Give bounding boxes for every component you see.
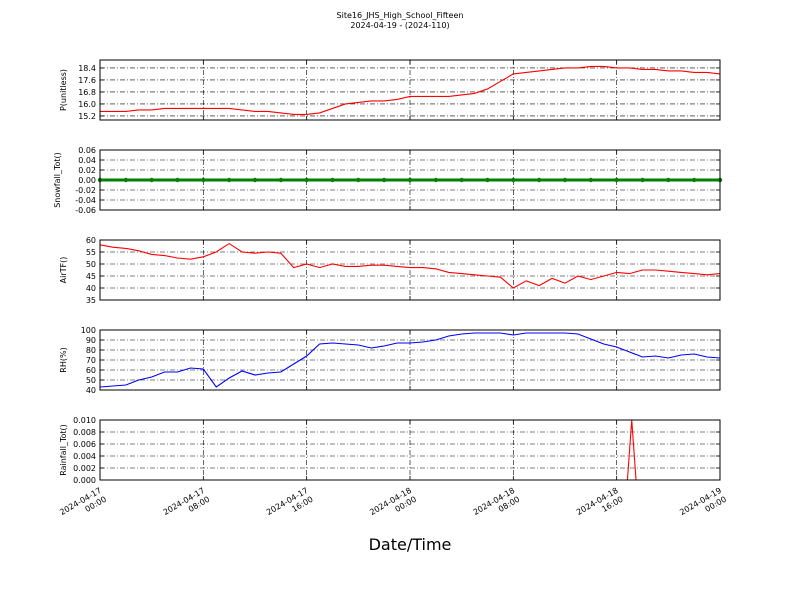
x-tick-label: 2024-04-1900:00 xyxy=(678,486,728,526)
y-tick-label: 0.000 xyxy=(73,476,96,485)
data-point xyxy=(511,177,516,183)
y-axis-label: AirTF() xyxy=(59,257,68,284)
y-tick-label: 0.00 xyxy=(78,176,96,185)
data-point xyxy=(304,177,309,183)
data-point xyxy=(123,177,129,183)
y-tick-label: 0.010 xyxy=(73,416,96,425)
y-tick-label: 90 xyxy=(86,336,96,345)
plot-frame xyxy=(99,149,721,211)
y-axis-label: P(unitless) xyxy=(59,69,68,111)
data-point xyxy=(485,177,490,183)
y-axis-label: Rainfall_Tot() xyxy=(59,424,68,476)
data-point xyxy=(175,177,180,183)
data-point xyxy=(330,177,335,183)
y-tick-label: 40 xyxy=(86,386,96,395)
data-line xyxy=(100,242,720,289)
y-tick-label: 17.6 xyxy=(78,76,96,85)
y-tick-label: 18.4 xyxy=(78,64,96,73)
data-point xyxy=(407,177,413,183)
y-tick-label: 0.006 xyxy=(73,440,96,449)
y-tick-label: 35 xyxy=(86,296,96,305)
y-tick-label: 0.004 xyxy=(73,452,96,461)
data-point xyxy=(278,177,284,183)
data-point xyxy=(562,177,568,183)
data-point xyxy=(252,177,258,183)
y-tick-label: 0.002 xyxy=(73,464,96,473)
x-tick-label: 2024-04-1708:00 xyxy=(162,486,212,526)
y-tick-label: 0.06 xyxy=(78,146,96,155)
y-tick-label: 60 xyxy=(86,366,96,375)
plot-frame xyxy=(99,59,721,121)
data-line xyxy=(100,65,720,115)
data-point xyxy=(381,177,387,183)
plot-frame xyxy=(99,239,721,301)
x-tick-label: 2024-04-1816:00 xyxy=(575,486,625,526)
x-tick-label: 2024-04-1700:00 xyxy=(58,486,108,526)
y-tick-label: -0.06 xyxy=(75,206,96,215)
data-point xyxy=(666,177,671,183)
y-axis-label: RH(%) xyxy=(59,347,68,372)
plot-frame xyxy=(99,419,721,481)
y-tick-label: 0.008 xyxy=(73,428,96,437)
y-tick-label: 40 xyxy=(86,284,96,293)
data-point xyxy=(614,177,619,183)
y-tick-label: 16.0 xyxy=(78,100,96,109)
y-tick-label: -0.02 xyxy=(75,186,96,195)
data-point xyxy=(149,177,154,183)
y-axis-label: Snowfall_Tot() xyxy=(53,152,62,208)
y-tick-label: 16.8 xyxy=(78,88,96,97)
data-point xyxy=(356,177,361,183)
data-point xyxy=(640,177,645,183)
data-line xyxy=(100,332,720,388)
chart-subtitle: 2024-04-19 - (2024-110) xyxy=(350,21,449,30)
y-tick-label: 55 xyxy=(86,248,96,257)
x-tick-label: 2024-04-1716:00 xyxy=(265,486,315,526)
data-point xyxy=(691,177,697,183)
chart-title: Site16_JHS_High_School_Fifteen xyxy=(337,11,464,20)
y-tick-label: 50 xyxy=(86,260,96,269)
x-tick-label: 2024-04-1800:00 xyxy=(368,486,418,526)
y-tick-label: 80 xyxy=(86,346,96,355)
y-tick-label: 0.02 xyxy=(78,166,96,175)
y-tick-label: 70 xyxy=(86,356,96,365)
x-tick-label: 2024-04-1808:00 xyxy=(472,486,522,526)
y-tick-label: -0.04 xyxy=(75,196,96,205)
data-point xyxy=(226,177,232,183)
y-tick-label: 60 xyxy=(86,236,96,245)
y-tick-label: 50 xyxy=(86,376,96,385)
data-point xyxy=(536,177,542,183)
y-tick-label: 45 xyxy=(86,272,96,281)
data-point xyxy=(433,177,439,183)
data-point xyxy=(201,177,206,183)
data-point xyxy=(459,177,464,183)
y-tick-label: 0.04 xyxy=(78,156,96,165)
y-tick-label: 100 xyxy=(81,326,96,335)
data-point xyxy=(588,177,594,183)
y-tick-label: 15.2 xyxy=(78,112,96,121)
plot-frame xyxy=(99,329,721,391)
x-axis-label: Date/Time xyxy=(369,535,452,554)
